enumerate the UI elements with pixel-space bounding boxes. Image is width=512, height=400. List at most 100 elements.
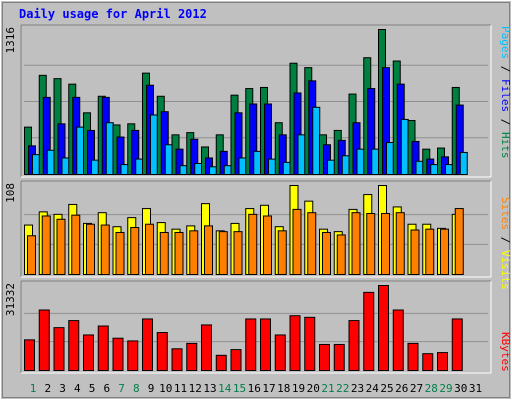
x-tick-label-day-12: 12 (189, 382, 202, 395)
bar-sites-day-9 (145, 223, 154, 275)
bar-kbytes-day-26 (392, 309, 404, 371)
x-tick-label-day-5: 5 (89, 382, 96, 395)
bar-kbytes-day-25 (378, 285, 389, 371)
x-tick-label-day-9: 9 (148, 382, 155, 395)
bar-kbytes-day-10 (156, 332, 168, 371)
bar-pages-day-12 (194, 162, 203, 176)
bar-kbytes-day-7 (112, 337, 124, 371)
bar-sites-day-3 (56, 218, 66, 275)
bar-sites-day-12 (189, 230, 199, 276)
bar-sites-day-30 (454, 208, 464, 276)
legend-hits-files-pages-part-0: Pages (499, 26, 512, 59)
x-tick-label-day-30: 30 (454, 382, 467, 395)
bar-sites-day-11 (174, 231, 184, 276)
bar-pages-day-19 (297, 134, 306, 176)
bar-sites-day-19 (292, 208, 302, 275)
x-tick-label-day-10: 10 (159, 382, 172, 395)
panel-2-max-label: 31332 (4, 283, 17, 316)
bar-sites-day-20 (307, 212, 317, 275)
x-tick-label-day-31: 31 (469, 382, 482, 395)
bar-kbytes-day-20 (304, 316, 316, 371)
x-tick-label-day-19: 19 (292, 382, 305, 395)
bar-kbytes-day-13 (201, 324, 212, 371)
bar-kbytes-day-29 (437, 352, 448, 371)
bar-pages-day-13 (209, 166, 217, 175)
bar-sites-day-29 (440, 228, 449, 275)
bar-sites-day-28 (425, 228, 435, 275)
bar-pages-day-28 (430, 164, 439, 176)
bar-pages-day-21 (327, 159, 335, 175)
panel-0-max-label: 1316 (4, 27, 17, 54)
bar-pages-day-25 (386, 142, 394, 176)
bar-pages-day-16 (253, 150, 262, 176)
bar-kbytes-day-2 (38, 309, 50, 371)
bar-sites-day-8 (130, 227, 140, 275)
bar-kbytes-day-15 (230, 349, 242, 371)
bar-sites-day-6 (100, 224, 110, 275)
legend-hits-files-pages-part-2: Files (499, 79, 512, 112)
bar-sites-day-2 (41, 215, 51, 275)
x-tick-label-day-4: 4 (74, 382, 81, 395)
x-tick-label-day-17: 17 (262, 382, 275, 395)
bar-sites-day-14 (218, 231, 228, 275)
x-tick-label-day-16: 16 (248, 382, 261, 395)
bar-kbytes-day-28 (422, 353, 434, 372)
x-tick-label-day-23: 23 (351, 382, 364, 395)
bar-pages-day-30 (459, 151, 468, 176)
bar-kbytes-day-22 (333, 343, 345, 371)
bar-pages-day-17 (268, 158, 276, 175)
bar-sites-day-17 (263, 215, 272, 275)
legend-kbytes-part-0: KBytes (499, 332, 512, 372)
x-tick-label-day-27: 27 (410, 382, 423, 395)
bar-kbytes-day-9 (142, 318, 153, 372)
x-tick-label-day-24: 24 (366, 382, 380, 395)
bar-kbytes-day-16 (245, 318, 257, 372)
x-tick-label-day-8: 8 (133, 382, 140, 395)
bar-kbytes-day-1 (24, 339, 35, 372)
bar-pages-day-9 (150, 114, 158, 175)
bar-sites-day-24 (366, 213, 376, 276)
bar-pages-day-8 (135, 158, 144, 175)
bar-kbytes-day-23 (348, 320, 360, 371)
bar-kbytes-day-14 (215, 354, 227, 371)
bar-sites-day-22 (336, 234, 346, 275)
x-tick-label-day-22: 22 (336, 382, 349, 395)
bar-kbytes-day-5 (83, 334, 94, 371)
bar-kbytes-day-11 (171, 348, 183, 371)
bar-pages-day-18 (282, 161, 291, 176)
bar-pages-day-2 (46, 149, 55, 175)
bar-pages-day-15 (238, 157, 247, 175)
x-tick-label-day-6: 6 (103, 382, 110, 395)
bar-kbytes-day-6 (97, 325, 109, 372)
x-tick-label-day-14: 14 (218, 382, 232, 395)
legend-hits-files-pages-part-3: / (499, 112, 512, 132)
x-tick-label-day-29: 29 (439, 382, 452, 395)
bar-sites-day-21 (322, 231, 331, 276)
bar-pages-day-20 (312, 106, 321, 175)
x-tick-label-day-13: 13 (203, 382, 216, 395)
bar-sites-day-5 (86, 223, 95, 275)
bar-sites-day-25 (381, 213, 390, 276)
legend-hits-files-pages: Pages / Files / Hits (499, 26, 512, 159)
x-tick-label-day-3: 3 (59, 382, 66, 395)
x-tick-label-day-11: 11 (174, 382, 187, 395)
bar-sites-day-1 (27, 235, 36, 276)
bar-sites-day-18 (277, 230, 287, 276)
chart-title: Daily usage for April 2012 (19, 7, 207, 21)
bar-pages-day-22 (341, 155, 350, 175)
bar-pages-day-27 (415, 160, 424, 176)
bar-pages-day-11 (179, 165, 188, 175)
bar-pages-day-4 (76, 126, 85, 175)
bar-kbytes-day-30 (451, 318, 463, 372)
x-tick-label-day-26: 26 (395, 382, 408, 395)
x-tick-label-day-25: 25 (380, 382, 393, 395)
legend-hits-files-pages-part-1: / (499, 59, 512, 79)
x-tick-label-day-2: 2 (44, 382, 51, 395)
bar-sites-day-13 (204, 225, 213, 275)
bar-kbytes-day-3 (53, 327, 65, 371)
bar-sites-day-4 (71, 214, 81, 276)
legend-visits-sites: Sites / Visits (499, 197, 512, 290)
